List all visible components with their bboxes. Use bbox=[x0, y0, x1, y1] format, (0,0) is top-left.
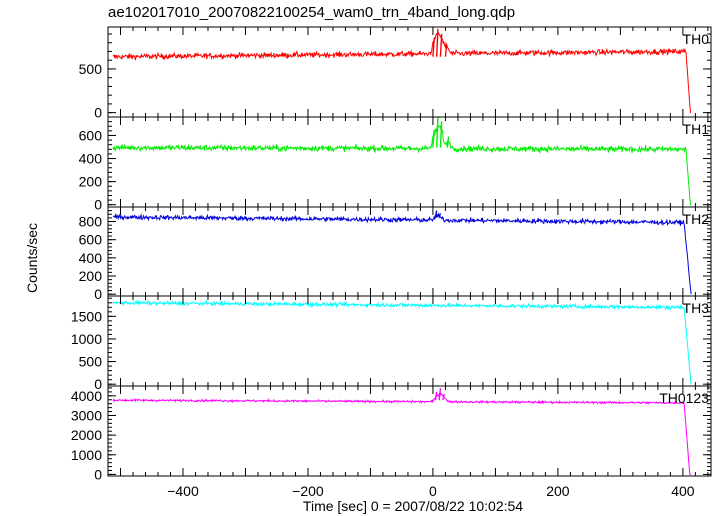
y-tick-label-th0: 500 bbox=[79, 61, 103, 77]
burst-spike-th1 bbox=[439, 121, 443, 148]
y-tick-label-th2: 0 bbox=[94, 286, 102, 302]
y-tick-label-th0123: 1000 bbox=[71, 447, 102, 463]
y-tick-label-th1: 600 bbox=[79, 127, 103, 143]
panel-label-th0123: TH0123 bbox=[659, 390, 709, 406]
burst-spike-th1 bbox=[446, 136, 450, 148]
panel-label-th3: TH3 bbox=[683, 300, 710, 316]
y-tick-label-th3: 0 bbox=[94, 376, 102, 392]
y-tick-label-th3: 1500 bbox=[71, 308, 102, 324]
burst-spike-th1 bbox=[432, 129, 435, 148]
y-tick-label-th0123: 4000 bbox=[71, 388, 102, 404]
y-tick-label-th0: 0 bbox=[94, 105, 102, 121]
y-tick-label-th0123: 0 bbox=[94, 466, 102, 482]
y-tick-label-th2: 200 bbox=[79, 268, 103, 284]
burst-spike-th1 bbox=[435, 116, 439, 148]
burst-spike-th0 bbox=[432, 38, 435, 57]
panel-frame-th0123 bbox=[107, 385, 712, 477]
y-tick-label-th3: 500 bbox=[79, 354, 103, 370]
burst-spike-th0 bbox=[444, 44, 448, 57]
series-line-th1 bbox=[112, 124, 692, 206]
y-tick-label-th1: 0 bbox=[94, 197, 102, 213]
y-tick-label-th1: 400 bbox=[79, 151, 103, 167]
burst-spike-th0123 bbox=[438, 388, 442, 401]
series-line-th0 bbox=[112, 30, 692, 114]
x-tick-label: 0 bbox=[429, 483, 437, 499]
burst-spike-th0123 bbox=[434, 391, 438, 401]
y-tick-label-th2: 800 bbox=[79, 214, 103, 230]
panel-label-th0: TH0 bbox=[683, 31, 710, 47]
burst-spike-th0123 bbox=[442, 393, 445, 401]
y-tick-label-th3: 1000 bbox=[71, 331, 102, 347]
burst-spike-th2 bbox=[434, 210, 438, 218]
burst-spike-th0 bbox=[435, 28, 439, 57]
series-line-th2 bbox=[112, 212, 692, 295]
x-axis-label: Time [sec] 0 = 2007/08/22 10:02:54 bbox=[302, 498, 524, 514]
y-tick-label-th2: 400 bbox=[79, 250, 103, 266]
y-tick-label-th1: 200 bbox=[79, 174, 103, 190]
burst-spike-th0 bbox=[439, 33, 443, 57]
panel-frame-th1 bbox=[107, 116, 712, 208]
x-tick-label: 400 bbox=[671, 483, 695, 499]
burst-spike-th2 bbox=[438, 213, 442, 218]
chart-title: ae102017010_20070822100254_wam0_trn_4ban… bbox=[108, 4, 516, 21]
panel-label-th1: TH1 bbox=[683, 121, 710, 137]
panel-frame-th0 bbox=[107, 26, 712, 118]
series-line-th3 bbox=[112, 299, 692, 385]
series-line-th0123 bbox=[112, 392, 692, 475]
y-tick-label-th2: 600 bbox=[79, 232, 103, 248]
x-tick-label: 200 bbox=[546, 483, 570, 499]
x-tick-label: −400 bbox=[167, 483, 199, 499]
panel-frame-th3 bbox=[107, 295, 712, 387]
panel-label-th2: TH2 bbox=[683, 211, 710, 227]
y-tick-label-th0123: 2000 bbox=[71, 427, 102, 443]
y-tick-label-th0123: 3000 bbox=[71, 407, 102, 423]
x-tick-label: −200 bbox=[292, 483, 324, 499]
